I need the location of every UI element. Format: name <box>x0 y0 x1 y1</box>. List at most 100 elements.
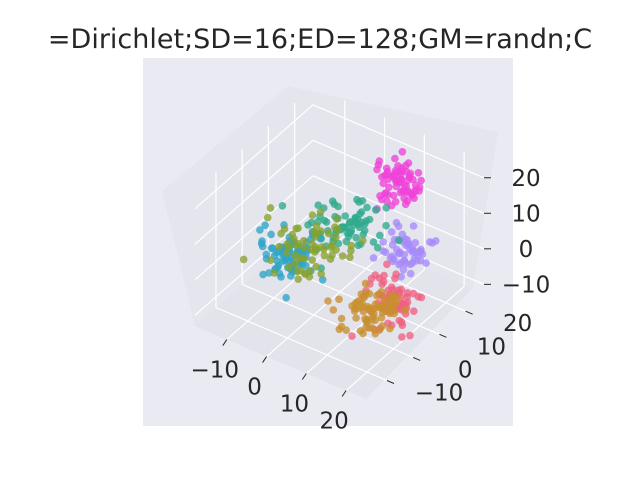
scatter-point <box>294 275 303 284</box>
scatter-point <box>382 204 391 212</box>
scatter-point <box>351 304 360 313</box>
scatter-point <box>332 233 340 242</box>
scatter-point <box>275 242 283 251</box>
scatter-point <box>296 266 305 275</box>
scatter-point <box>347 247 355 255</box>
scatter-point <box>360 293 369 301</box>
scatter-point <box>285 263 293 272</box>
tick-mark <box>341 390 347 397</box>
scatter-point <box>396 188 405 197</box>
scatter-point <box>258 237 266 245</box>
scatter-point <box>282 293 291 302</box>
scatter-point <box>359 230 368 239</box>
scatter-point <box>377 313 386 322</box>
scatter-point <box>292 241 300 249</box>
scatter-point <box>410 307 418 316</box>
tick-label: 10 <box>511 201 540 227</box>
scatter-point <box>382 221 390 230</box>
scatter-point <box>413 257 421 265</box>
grid-line <box>312 175 485 250</box>
scatter-point <box>376 192 384 200</box>
scatter-point <box>383 167 392 176</box>
scatter-point <box>369 254 378 262</box>
scatter-point <box>356 327 365 335</box>
scatter-point <box>378 173 386 181</box>
scatter-point <box>335 295 343 304</box>
scatter-point <box>361 315 369 323</box>
scatter-point <box>259 270 267 279</box>
scatter-point <box>312 222 321 230</box>
scatter-point <box>398 333 406 341</box>
scatter-point <box>373 291 381 300</box>
scatter-point <box>388 252 397 260</box>
scatter-point <box>262 250 271 259</box>
tick-mark <box>439 333 447 338</box>
scatter-point <box>287 272 295 280</box>
scatter-point <box>389 191 398 200</box>
scatter-point <box>401 200 410 209</box>
scatter-point <box>368 324 377 332</box>
scatter-point <box>318 276 327 284</box>
scatter-point <box>359 236 367 245</box>
scatter-point <box>411 239 420 247</box>
scatter-point <box>334 225 342 234</box>
scatter-point <box>412 248 421 257</box>
scatter-point <box>426 238 434 246</box>
scatter-point <box>372 206 380 214</box>
scatter-point <box>384 302 393 310</box>
scatter-point <box>405 172 414 180</box>
scatter-point <box>297 254 305 262</box>
scatter-point <box>395 236 403 245</box>
scatter-point <box>317 227 325 235</box>
tick-mark <box>301 373 307 380</box>
scatter-point <box>310 227 318 236</box>
scatter-point <box>371 329 380 338</box>
tick-label: −10 <box>191 358 240 384</box>
scatter-point <box>322 218 331 226</box>
scatter-point <box>326 255 335 263</box>
scatter-point <box>335 325 344 334</box>
scatter-point <box>390 171 398 179</box>
scatter-point <box>308 256 317 264</box>
scatter-point <box>346 228 355 237</box>
scatter-point <box>277 273 285 281</box>
scatter-point <box>378 322 387 330</box>
scatter-point <box>352 314 360 322</box>
scatter-point <box>422 259 430 267</box>
scatter-point <box>305 273 314 281</box>
scatter-point <box>266 256 275 265</box>
scatter-point <box>333 215 341 223</box>
scatter-point <box>278 202 287 210</box>
scatter-point <box>410 194 418 202</box>
tick-label: 20 <box>503 311 532 337</box>
scatter-point <box>330 200 339 208</box>
scatter-point <box>369 238 378 246</box>
scatter-point <box>363 203 371 212</box>
scatter-point <box>379 238 388 246</box>
scatter-point <box>338 252 347 260</box>
scatter-point <box>388 285 397 294</box>
scatter-point <box>386 309 394 318</box>
scatter-point <box>393 293 402 302</box>
scatter-point <box>337 314 346 323</box>
scatter-point <box>400 194 409 203</box>
scatter-point <box>403 293 412 301</box>
tick-label: 0 <box>247 375 262 401</box>
scatter-point <box>373 243 382 252</box>
tick-label: 20 <box>511 166 540 192</box>
scatter-point <box>414 169 423 177</box>
scatter-point <box>341 212 350 220</box>
scatter-point <box>417 176 426 185</box>
scatter-point <box>256 226 264 234</box>
scatter-point <box>291 251 300 260</box>
scatter-point <box>391 154 399 163</box>
scatter-point <box>400 181 409 190</box>
scatter-point <box>346 253 354 262</box>
grid-line <box>312 104 485 179</box>
grid-line <box>194 175 314 281</box>
scatter-point <box>320 245 328 254</box>
scatter-point <box>352 233 361 242</box>
scatter-point <box>324 229 333 238</box>
scatter-point <box>381 248 390 256</box>
